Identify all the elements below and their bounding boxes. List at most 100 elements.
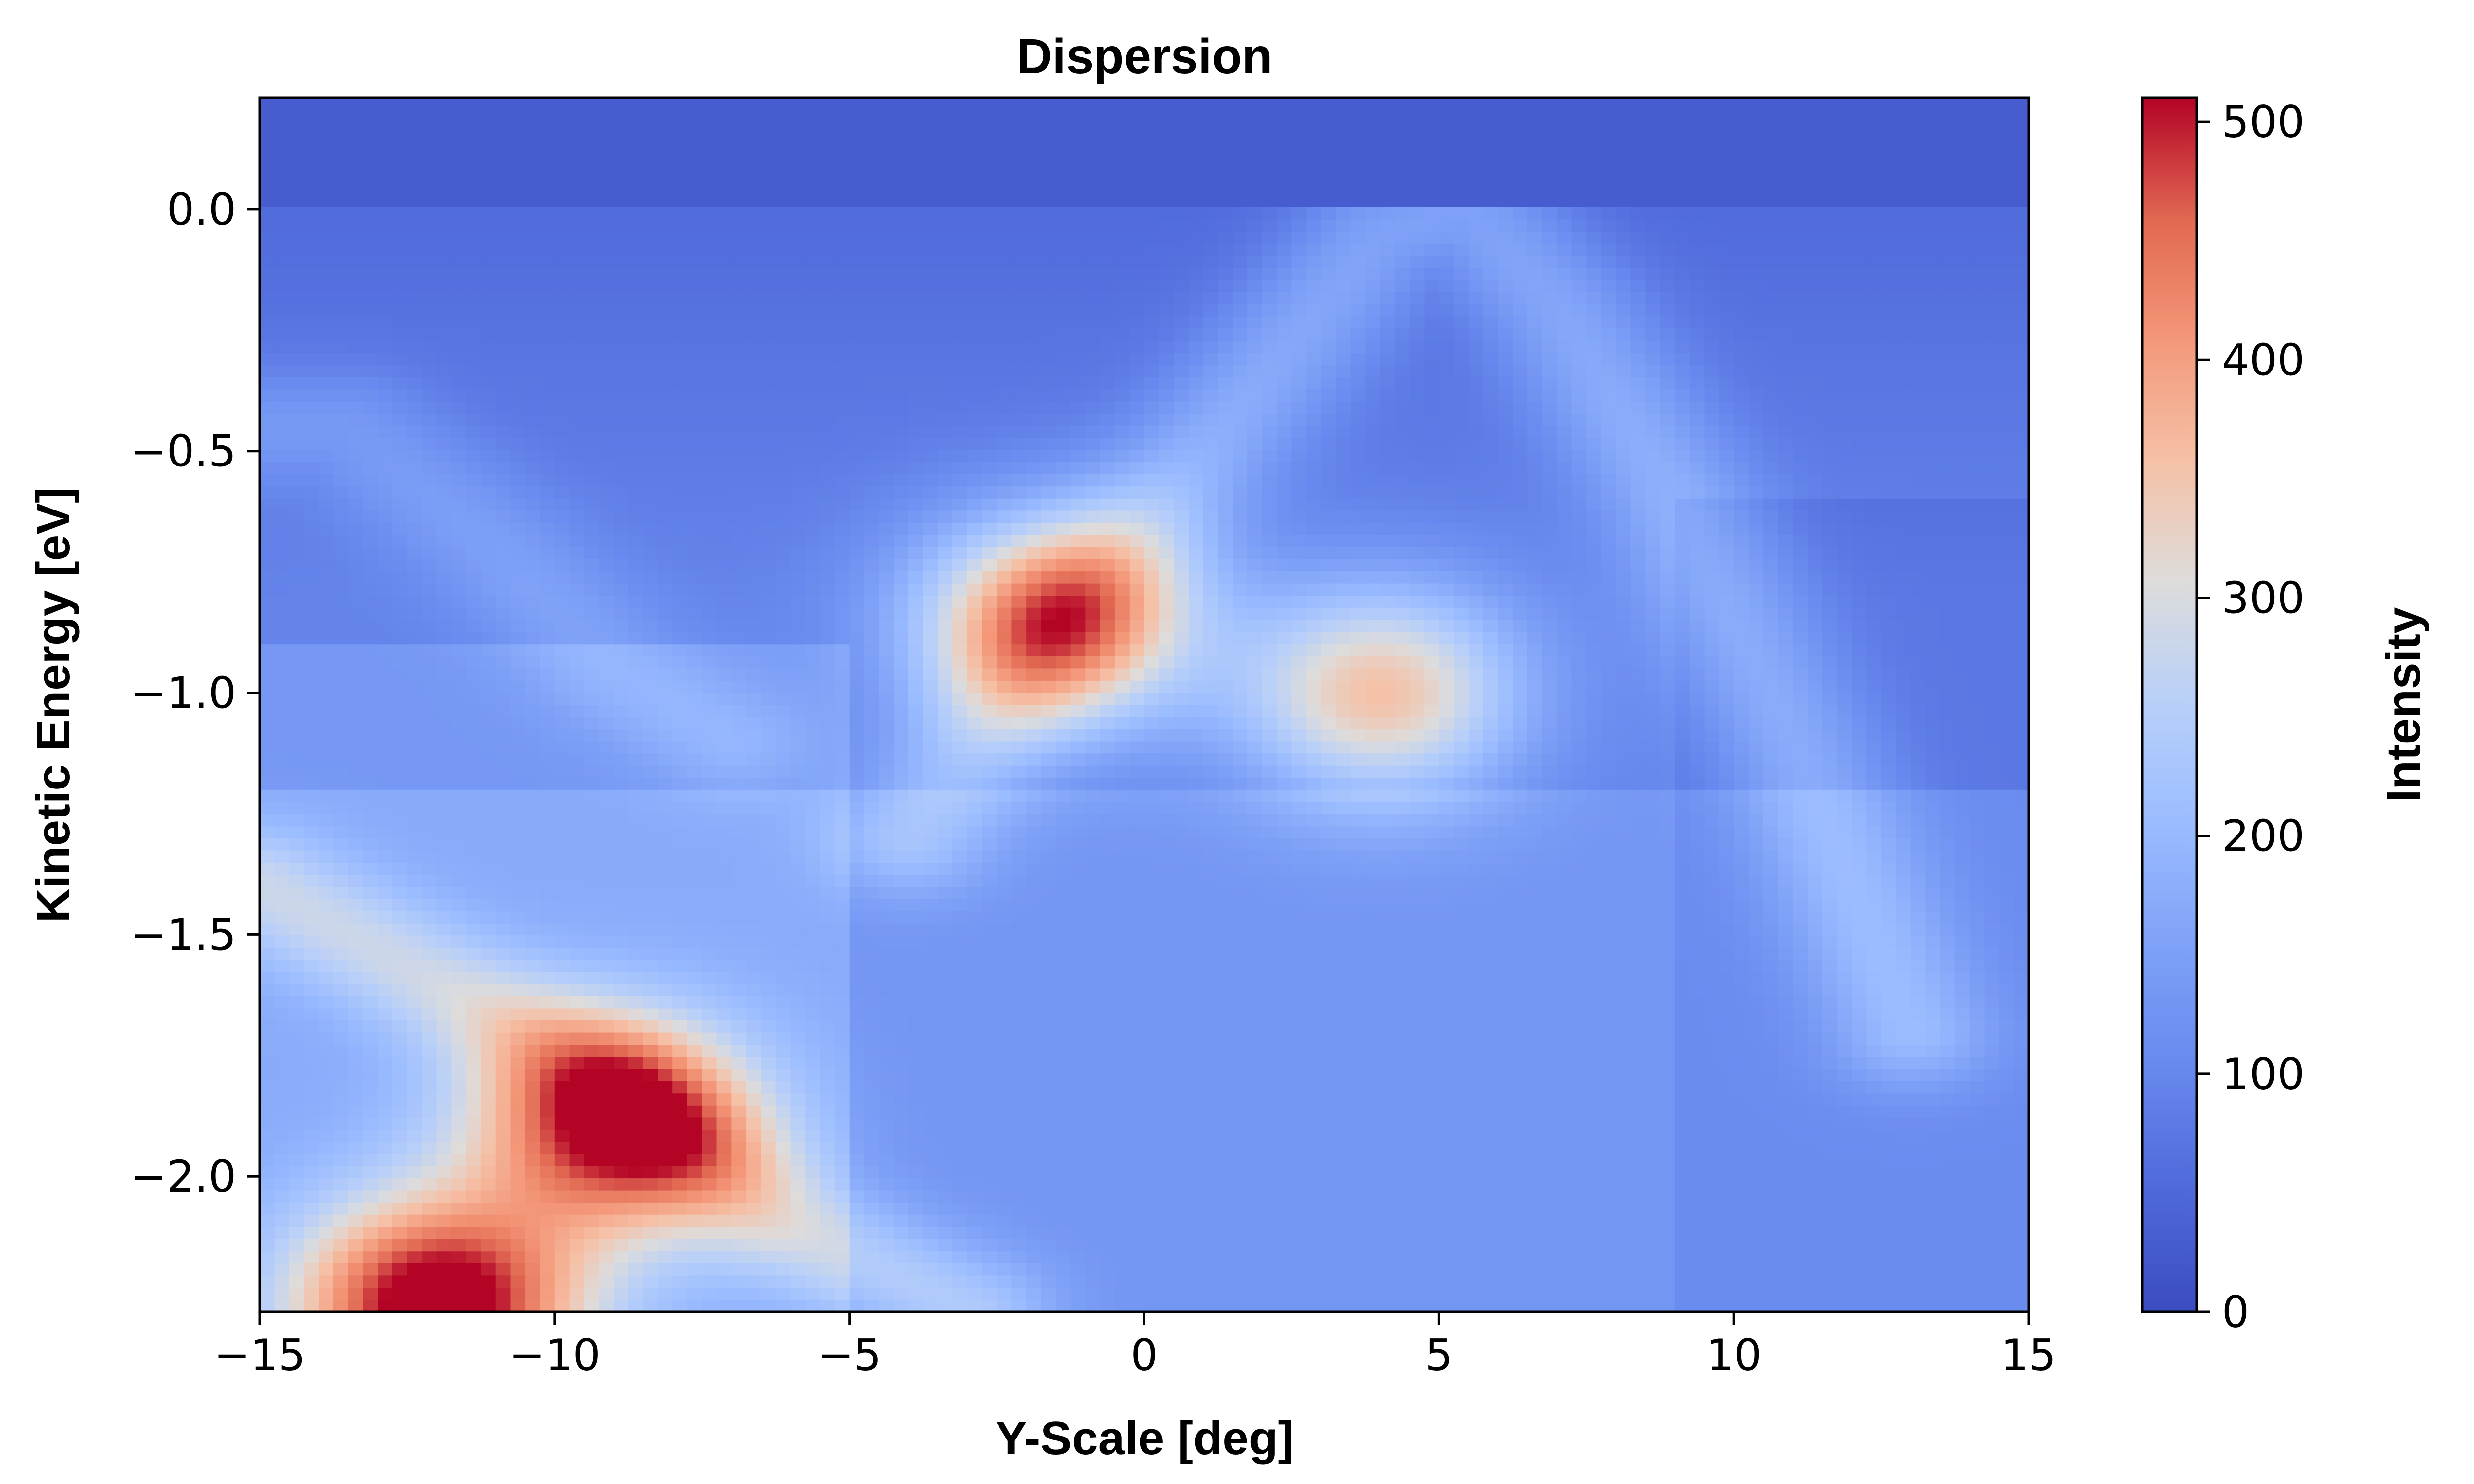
heatmap-cell [1601,340,1617,354]
heatmap-cell [1896,474,1911,487]
heatmap-cell [569,510,585,523]
heatmap-cell [1837,571,1853,584]
heatmap-cell [1896,414,1911,426]
heatmap-cell [1321,510,1336,523]
heatmap-cell [790,158,806,172]
heatmap-cell [1454,268,1469,281]
heatmap-cell [363,171,379,184]
heatmap-cell [1026,425,1042,439]
heatmap-cell [790,401,806,414]
heatmap-cell [1233,498,1248,511]
heatmap-cell [392,340,408,354]
heatmap-cell [1277,268,1292,281]
heatmap-cell [451,535,467,548]
heatmap-cell [982,280,998,293]
heatmap-cell [643,183,659,196]
heatmap-cell [1468,256,1484,269]
heatmap-cell [1129,219,1145,232]
heatmap-cell [1675,243,1690,256]
heatmap-cell [1969,340,1985,354]
heatmap-cell [584,547,600,560]
heatmap-cell [378,510,393,523]
heatmap-cell [731,207,747,220]
heatmap-cell [1159,171,1175,184]
heatmap-cell [1557,450,1572,463]
heatmap-cell [716,510,732,523]
heatmap-cell [1822,268,1838,281]
heatmap-cell [1984,231,2000,244]
heatmap-cell [1483,414,1499,426]
heatmap-cell [319,304,334,317]
heatmap-cell [775,522,791,536]
heatmap-cell [952,304,968,317]
heatmap-cell [569,389,585,402]
heatmap-cell [1085,462,1101,475]
heatmap-cell [554,171,570,184]
heatmap-cell [1630,365,1646,378]
heatmap-cell [422,438,437,451]
heatmap-cell [1100,498,1115,511]
heatmap-cell [1630,425,1646,439]
heatmap-cell [1321,474,1336,487]
heatmap-cell [525,353,541,366]
heatmap-cell [614,462,629,475]
heatmap-cell [569,316,585,329]
heatmap-cell [1778,571,1794,584]
heatmap-cell [495,134,511,147]
heatmap-cell [569,280,585,293]
heatmap-cell [1763,389,1779,402]
heatmap-cell [1041,425,1056,439]
heatmap-cell [658,510,673,523]
heatmap-cell [731,377,747,390]
heatmap-cell [1380,462,1395,475]
heatmap-cell [392,438,408,451]
heatmap-cell [1174,389,1189,402]
heatmap-cell [1940,559,1956,572]
heatmap-cell [348,146,364,159]
heatmap-cell [1925,340,1941,354]
heatmap-cell [1483,353,1499,366]
heatmap-cell [879,547,895,560]
heatmap-cell [436,146,452,159]
heatmap-cell [1100,474,1115,487]
heatmap-cell [1395,98,1410,111]
heatmap-cell [1808,134,1823,147]
heatmap-cell [1174,219,1189,232]
heatmap-cell [687,110,703,123]
heatmap-cell [319,522,334,536]
heatmap-cell [289,438,305,451]
heatmap-cell [1749,328,1764,341]
heatmap-cell [1233,122,1248,135]
heatmap-cell [1734,195,1749,208]
heatmap-cell [1468,438,1484,451]
heatmap-cell [1513,547,1528,560]
heatmap-cell [775,98,791,111]
heatmap-cell [1675,414,1690,426]
heatmap-cell [392,316,408,329]
heatmap-cell [1070,498,1086,511]
heatmap-cell [1557,438,1572,451]
heatmap-cell [687,547,703,560]
heatmap-cell [1321,134,1336,147]
heatmap-cell [274,134,290,147]
heatmap-cell [1350,207,1366,220]
heatmap-cell [1660,134,1675,147]
heatmap-cell [1542,122,1558,135]
heatmap-cell [1984,110,2000,123]
heatmap-cell [834,195,850,208]
heatmap-cell [260,316,275,329]
heatmap-cell [1100,207,1115,220]
heatmap-cell [952,231,968,244]
heatmap-cell [1350,486,1366,499]
heatmap-cell [319,571,334,584]
heatmap-cell [1218,535,1234,548]
heatmap-cell [1866,158,1882,172]
heatmap-cell [761,365,776,378]
heatmap-cell [1498,571,1514,584]
heatmap-cell [1262,243,1278,256]
heatmap-cell [480,304,496,317]
heatmap-cell [1763,559,1779,572]
heatmap-cell [1321,195,1336,208]
heatmap-cell [1291,389,1307,402]
heatmap-cell [1586,462,1602,475]
